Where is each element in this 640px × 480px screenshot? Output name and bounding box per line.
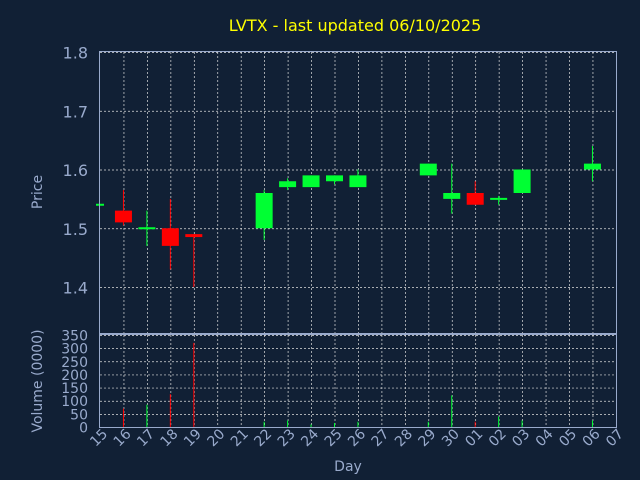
volume-y-tick-label: 0 [79,421,88,437]
x-tick-label: 17 [134,426,158,450]
price-y-tick-label: 1.5 [63,220,88,239]
price-y-tick-label: 1.8 [63,44,88,63]
x-tick-label: 20 [204,426,228,450]
candle-body [490,197,508,200]
price-plot-frame [99,51,617,334]
x-tick-label: 25 [322,426,346,450]
x-tick-label: 26 [345,426,369,450]
candle-body [138,227,156,230]
candle-body [161,228,179,246]
candle-body [279,181,297,188]
volume-y-tick-label: 150 [61,381,88,397]
x-tick-label: 03 [509,426,533,450]
candle-body [419,163,437,176]
volume-y-tick-label: 100 [61,394,88,410]
x-axis-ticks: 15 16 17 18 19 20 21 22 23 24 25 26 27 28 29 30 01 02 03 04… [87,426,627,450]
price-panel: 1.8 1.7 1.6 1.5 1.4 Price [30,44,617,334]
candle-body [443,193,461,199]
x-tick-label: 29 [416,426,440,450]
x-tick-label: 28 [392,426,416,450]
candles [96,146,601,287]
x-tick-label: 23 [275,426,299,450]
candle-body [326,175,343,182]
price-y-ticks: 1.8 1.7 1.6 1.5 1.4 [63,44,88,298]
volume-y-tick-label: 250 [61,355,88,371]
x-tick-label: 01 [462,426,486,450]
x-tick-label: 04 [533,426,557,450]
price-axis-label: Price [30,175,46,209]
volume-plot-frame [99,334,617,428]
x-tick-label: 05 [556,426,580,450]
candle-body [255,193,273,229]
x-tick-label: 02 [486,426,510,450]
volume-y-tick-label: 200 [61,368,88,384]
price-grid [100,52,617,334]
x-tick-label: 07 [603,426,627,450]
chart-title: LVTX - last updated 06/10/2025 [229,16,482,35]
x-tick-label: 06 [580,426,604,450]
price-y-tick-label: 1.6 [63,161,88,180]
volume-y-tick-label: 50 [70,407,88,423]
x-tick-label: 21 [228,426,252,450]
x-tick-label: 24 [298,426,322,450]
volume-y-tick-label: 350 [61,329,88,345]
x-tick-label: 30 [439,426,463,450]
candle-body [466,193,484,205]
candle-body [513,169,531,193]
x-tick-label: 27 [369,426,393,450]
price-y-tick-label: 1.4 [63,279,88,298]
candle-body [349,175,367,188]
volume-bars [122,342,593,427]
candle-body [583,163,601,170]
candle-body [185,234,203,238]
volume-axis-label: Volume (0000) [30,329,46,432]
x-tick-label: 18 [158,426,182,450]
x-tick-label: 16 [111,426,135,450]
x-tick-label: 22 [251,426,275,450]
x-axis-label: Day [334,459,362,475]
x-tick-label: 15 [87,426,111,450]
price-y-tick-label: 1.7 [63,102,88,121]
volume-grid [100,335,617,428]
candle-body [302,175,320,188]
volume-y-tick-label: 300 [61,342,88,358]
x-tick-label: 19 [181,426,205,450]
candle-body [114,210,132,223]
